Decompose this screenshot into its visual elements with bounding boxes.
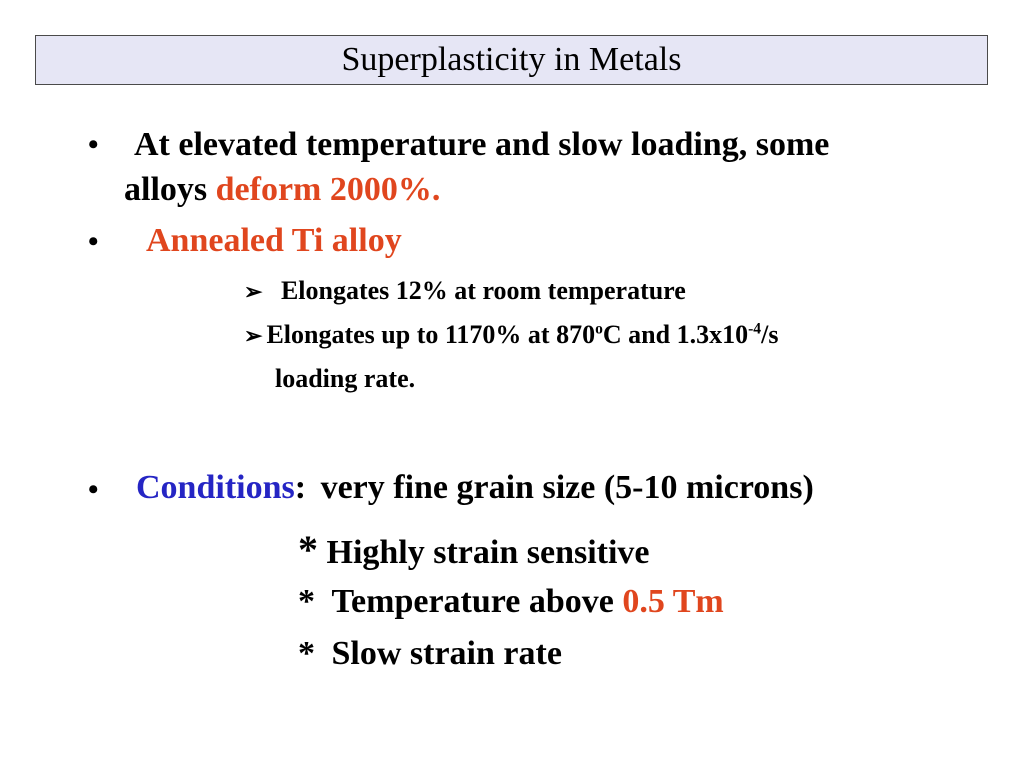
slide-title-text: Superplasticity in Metals [341,41,682,78]
arrow-bullet-icon: ➢ [244,323,263,348]
sub-item-1: ➢ Elongates 12% at room temperature [244,276,686,306]
bullet-2-heading: Annealed Ti alloy [146,222,402,259]
sub-item-2-sup-1: o [595,320,603,338]
sub-item-2-part-1: Elongates up to 1170% at 870 [266,320,596,349]
sub-item-2-part-2: C and 1.3x10 [602,320,749,349]
bullet-1-line-2: alloys deform 2000%. [124,171,440,209]
bullet-1-line-1: At elevated temperature and slow loading… [134,126,830,163]
asterisk-icon: * [298,527,318,572]
bullet-marker: • [88,225,99,258]
condition-item-1: * Highly strain sensitive [298,526,650,573]
bullet-3-line: Conditions: very fine grain size (5-10 m… [136,469,814,507]
sub-item-1-text: Elongates 12% at room temperature [280,276,686,305]
asterisk-icon: * [298,583,315,620]
sub-item-2-sup-2: -4 [748,320,762,338]
bullet-1-highlight: deform 2000%. [215,171,441,208]
condition-item-2-text: Temperature above [331,583,623,620]
arrow-bullet-icon: ➢ [244,279,263,304]
condition-item-2-highlight: 0.5 Tm [622,583,724,620]
conditions-label: Conditions [136,469,295,506]
sub-item-2: ➢ Elongates up to 1170% at 870oC and 1.3x… [244,320,778,350]
condition-item-1-text: Highly strain sensitive [326,534,650,571]
asterisk-icon: * [298,635,315,672]
condition-item-3: * Slow strain rate [298,635,562,673]
condition-item-2: * Temperature above 0.5 Tm [298,583,724,621]
bullet-marker: • [88,473,99,506]
conditions-text: very fine grain size (5-10 microns) [320,469,814,506]
sub-item-2-part-3: /s [761,320,779,349]
sub-item-2-continuation: loading rate. [275,364,416,393]
slide-title: Superplasticity in Metals [35,35,988,85]
bullet-1-plain: alloys [124,171,216,208]
conditions-colon: : [294,469,307,506]
bullet-marker: • [88,128,99,161]
condition-item-3-text: Slow strain rate [331,635,562,672]
